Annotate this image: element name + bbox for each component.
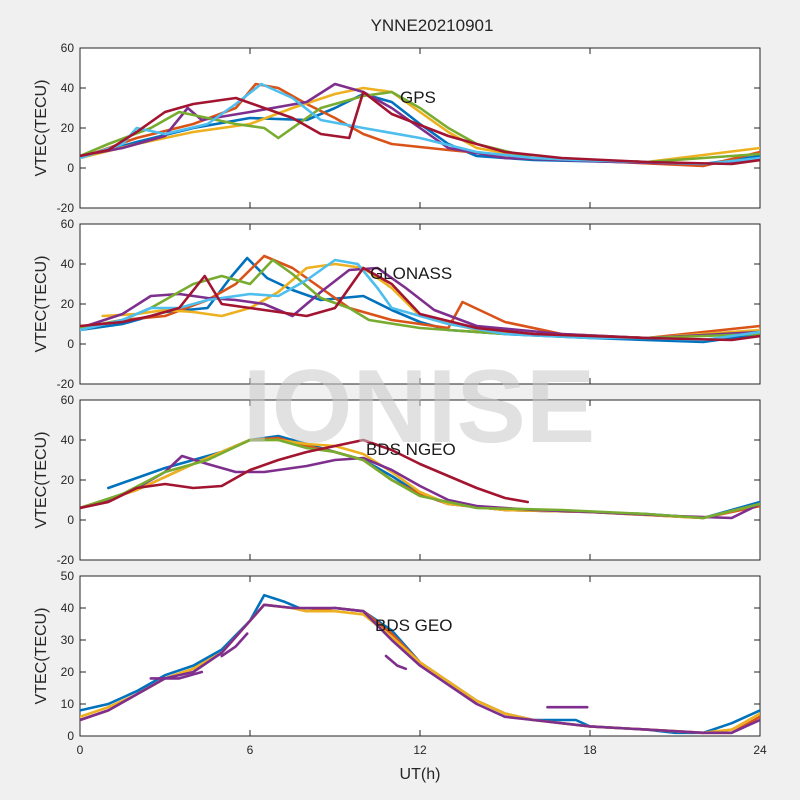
series-line — [80, 438, 529, 510]
y-tick-label: 60 — [61, 217, 75, 231]
x-tick-label: 0 — [77, 743, 84, 757]
y-tick-label: 20 — [61, 473, 75, 487]
y-tick-label: 20 — [61, 665, 75, 679]
y-tick-label: -20 — [57, 201, 75, 215]
y-tick-label: 0 — [67, 161, 74, 175]
plot-area — [79, 399, 761, 561]
series-line — [149, 670, 204, 680]
panel-label: BDS GEO — [375, 616, 452, 635]
y-tick-label: -20 — [57, 377, 75, 391]
y-tick-label: 10 — [61, 697, 75, 711]
plot-area — [79, 575, 761, 737]
panel-label: GLONASS — [370, 264, 452, 283]
panel-gps: -20 0 20 40 60 GPS VTEC(TECU) — [33, 41, 761, 215]
y-tick-label: -20 — [57, 553, 75, 567]
series-line — [220, 632, 249, 658]
series-line — [384, 654, 408, 671]
panel-bds-geo: 0 10 20 30 40 50 0 6 12 18 24 BDS GEO VTEC(TECU) — [33, 569, 767, 757]
panel-label: GPS — [400, 88, 436, 107]
panel-glonass: -20 0 20 40 60 GLONASS VTEC(TECU) — [33, 217, 761, 391]
series-group — [80, 593, 760, 735]
panel-bds-ngeo: -20 0 20 40 60 BDS NGEO VTEC(TECU) — [33, 393, 761, 567]
y-axis-title: VTEC(TECU) — [33, 256, 50, 353]
y-tick-label: 40 — [61, 81, 75, 95]
y-tick-label: 50 — [61, 569, 75, 583]
y-tick-label: 0 — [67, 729, 74, 743]
series-line — [80, 254, 760, 340]
y-axis-title: VTEC(TECU) — [33, 432, 50, 529]
y-tick-label: 40 — [61, 433, 75, 447]
x-tick-label: 18 — [583, 743, 597, 757]
series-line — [80, 266, 760, 342]
x-axis-title: UT(h) — [400, 766, 441, 783]
x-tick-label: 12 — [413, 743, 427, 757]
x-tick-label: 24 — [753, 743, 767, 757]
series-group — [80, 82, 760, 168]
y-tick-label: 40 — [61, 257, 75, 271]
series-group — [80, 434, 760, 520]
series-line — [80, 90, 760, 166]
series-line — [80, 603, 760, 735]
y-tick-label: 40 — [61, 601, 75, 615]
y-tick-label: 0 — [67, 337, 74, 351]
panel-label: BDS NGEO — [366, 440, 456, 459]
y-axis-title: VTEC(TECU) — [33, 80, 50, 177]
y-tick-label: 20 — [61, 121, 75, 135]
y-axis-title: VTEC(TECU) — [33, 608, 50, 705]
y-tick-label: 30 — [61, 633, 75, 647]
series-line — [80, 266, 760, 340]
series-group — [80, 254, 760, 344]
y-tick-label: 20 — [61, 297, 75, 311]
y-tick-label: 60 — [61, 393, 75, 407]
x-tick-label: 6 — [247, 743, 254, 757]
watermark: IONISE — [243, 349, 596, 465]
figure-title: YNNE20210901 — [371, 16, 494, 35]
y-tick-label: 60 — [61, 41, 75, 55]
series-line — [80, 438, 760, 520]
y-tick-label: 0 — [67, 513, 74, 527]
